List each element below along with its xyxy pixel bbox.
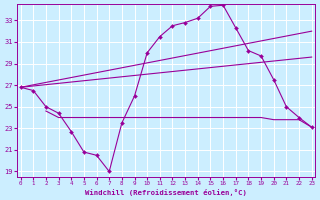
X-axis label: Windchill (Refroidissement éolien,°C): Windchill (Refroidissement éolien,°C) <box>85 189 247 196</box>
